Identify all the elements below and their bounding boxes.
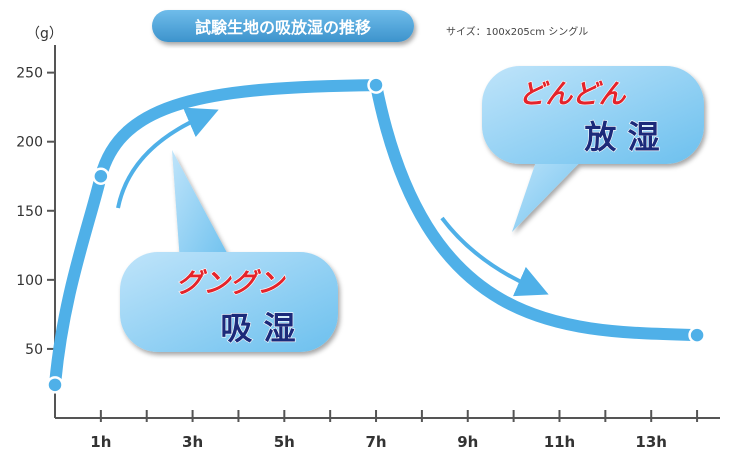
- absorb-callout-line2: 吸 湿: [220, 309, 295, 347]
- release-callout: [482, 66, 704, 232]
- rise-arrow: [116, 107, 219, 209]
- y-tick-label: 200: [16, 135, 43, 151]
- chart-title-group: 試験生地の吸放湿の推移: [152, 10, 414, 42]
- x-tick-label: 1h: [90, 433, 111, 451]
- series-point: [92, 167, 110, 185]
- fall-arrow: [440, 216, 549, 297]
- y-tick-label: 150: [16, 204, 43, 220]
- x-tick-label: 7h: [365, 433, 386, 451]
- x-tick-label: 3h: [182, 433, 203, 451]
- release-callout-line2: 放 湿: [584, 118, 659, 156]
- x-tick-label: 11h: [544, 433, 576, 451]
- y-axis-label: （g）: [26, 26, 63, 42]
- x-tick-label: 5h: [274, 433, 295, 451]
- series-points: [46, 76, 706, 394]
- series-point: [688, 326, 706, 344]
- y-tick-label: 50: [25, 342, 43, 358]
- x-tick-label: 13h: [635, 433, 667, 451]
- series-point: [46, 376, 64, 394]
- y-tick-label: 100: [16, 273, 43, 289]
- series-line: [49, 79, 704, 391]
- absorb-callout: [120, 150, 338, 352]
- chart-subtitle: サイズ：100x205cm シングル: [446, 25, 588, 38]
- x-ticks: 1h 3h 5h 7h 9h 11h 13h: [90, 410, 699, 451]
- series-point: [367, 76, 385, 94]
- absorb-callout-line1: グングン: [176, 268, 286, 299]
- chart-title: 試験生地の吸放湿の推移: [195, 18, 371, 37]
- y-ticks: 50 100 150 200 250: [16, 66, 55, 358]
- y-tick-label: 250: [16, 66, 43, 82]
- release-callout-line1: どんどん: [518, 79, 626, 110]
- x-tick-label: 9h: [457, 433, 478, 451]
